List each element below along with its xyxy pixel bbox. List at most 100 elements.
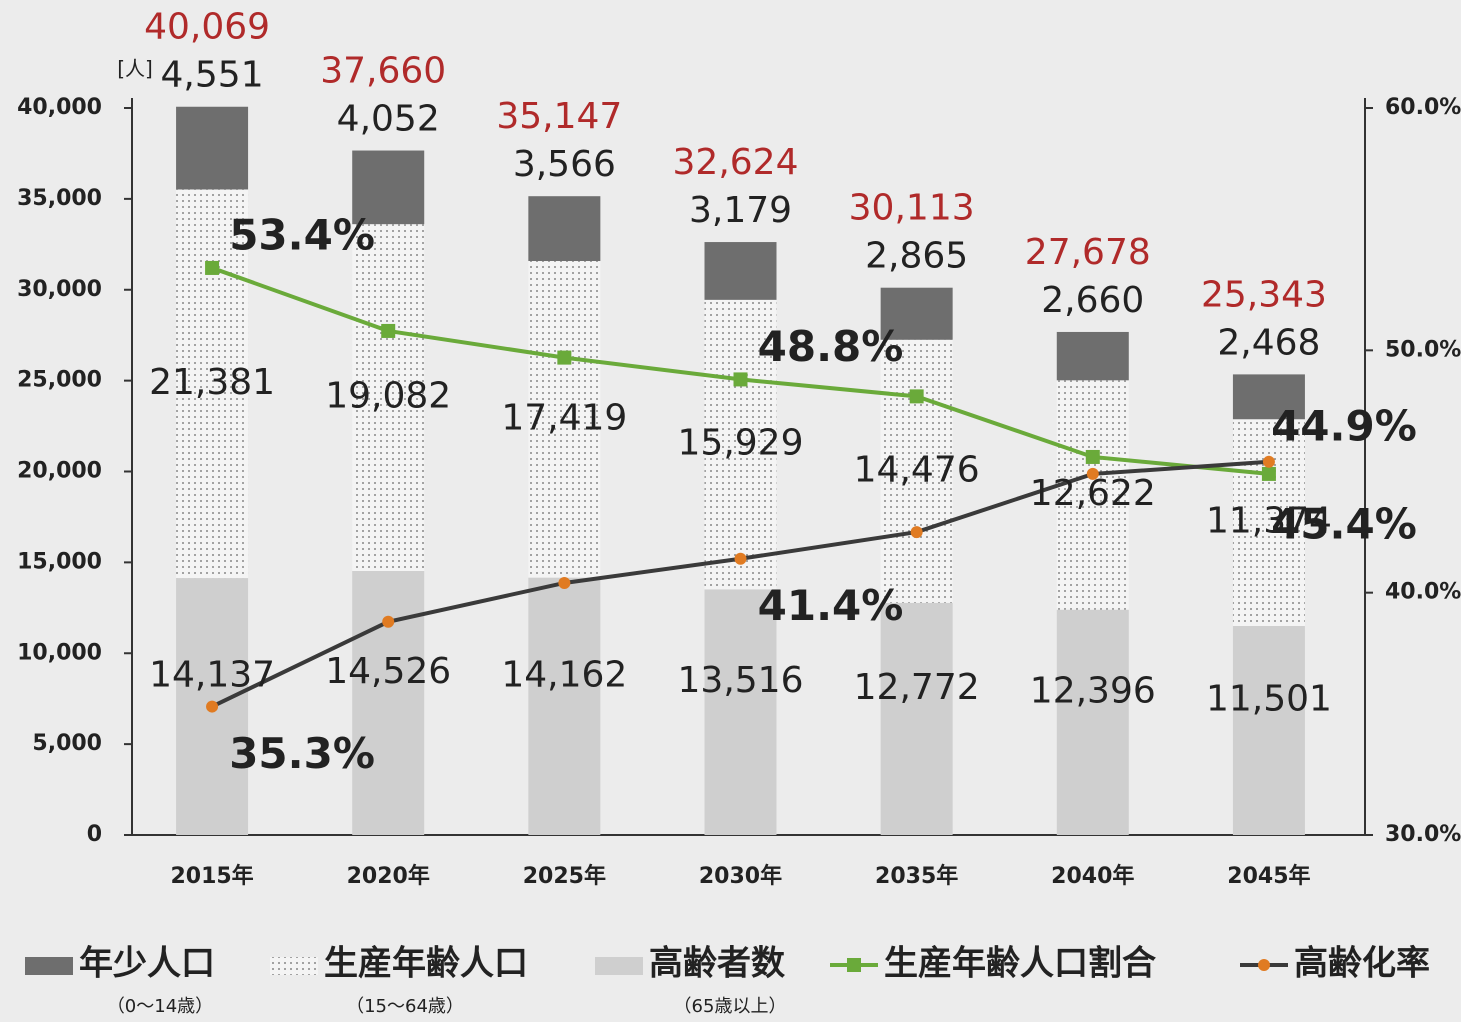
total-label: 25,343 — [1201, 274, 1327, 315]
bar-segment — [1232, 625, 1305, 835]
x-tick-label: 2045年 — [1227, 863, 1310, 889]
legend-note: （15～64歳） — [346, 996, 464, 1017]
bar-segment — [176, 106, 249, 190]
y-tick-label: 10,000 — [17, 640, 102, 665]
y-tick-label: 25,000 — [17, 368, 102, 393]
bar-segment — [1056, 380, 1129, 610]
bar-segment — [704, 299, 777, 590]
line-marker — [1262, 455, 1275, 468]
legend-label: 年少人口 — [79, 944, 215, 984]
total-label: 30,113 — [849, 188, 975, 229]
line-value-label: 45.4% — [1271, 499, 1417, 548]
y-tick-label: 35,000 — [17, 186, 102, 211]
line-marker — [734, 552, 747, 565]
line-marker — [1085, 449, 1100, 464]
legend-label: 高齢者数 — [649, 944, 785, 984]
y-tick-label: 20,000 — [17, 459, 102, 484]
line-marker — [909, 389, 924, 404]
bar-segment — [880, 287, 953, 340]
line-marker — [1261, 466, 1276, 481]
total-label: 37,660 — [320, 51, 446, 92]
total-label: 32,624 — [673, 142, 799, 183]
bar-value-label: 3,179 — [689, 190, 792, 231]
bar-segment — [880, 339, 953, 603]
bar-segment — [176, 189, 249, 579]
bar-segment — [1056, 609, 1129, 835]
bar-segment — [704, 589, 777, 835]
unit-label: [人] — [117, 57, 153, 81]
line-value-label: 41.4% — [758, 581, 904, 630]
bar-value-label: 11,374 — [1206, 501, 1332, 542]
bar-value-label: 11,501 — [1206, 678, 1332, 719]
line-marker — [382, 615, 395, 628]
bar-value-label: 14,162 — [501, 654, 627, 695]
line-marker — [381, 323, 396, 338]
bar-value-label: 12,396 — [1030, 670, 1156, 711]
bar-segment — [352, 224, 425, 571]
x-tick-label: 2040年 — [1051, 863, 1134, 889]
bar-segment — [528, 261, 601, 578]
line-marker — [558, 576, 571, 589]
bar-value-label: 17,419 — [501, 397, 627, 438]
bar-value-label: 2,660 — [1041, 280, 1144, 321]
line-marker — [910, 526, 923, 539]
y-tick-label: 0 — [87, 822, 102, 847]
bar-value-label: 19,082 — [325, 376, 451, 417]
line-value-label: 53.4% — [229, 210, 375, 259]
legend-label: 生産年齢人口割合 — [884, 944, 1156, 984]
bar-value-label: 2,468 — [1217, 322, 1320, 363]
y-tick-label: 5,000 — [32, 731, 102, 756]
line-value-label: 35.3% — [229, 729, 375, 778]
x-tick-label: 2030年 — [699, 863, 782, 889]
line-marker — [206, 700, 219, 713]
bar-value-label: 14,526 — [325, 651, 451, 692]
y2-tick-label: 30.0% — [1385, 822, 1461, 847]
y-tick-label: 15,000 — [17, 549, 102, 574]
bar-segment — [528, 577, 601, 835]
x-tick-label: 2025年 — [523, 863, 606, 889]
legend-swatch — [595, 957, 643, 975]
y2-tick-label: 40.0% — [1385, 580, 1461, 605]
bar-value-label: 14,137 — [149, 655, 275, 696]
bar-value-label: 13,516 — [678, 660, 804, 701]
bar-value-label: 4,052 — [337, 99, 440, 140]
legend-note: （65歳以上） — [674, 996, 787, 1017]
legend-swatch — [270, 957, 318, 975]
bar-segment — [528, 196, 601, 262]
legend-note: （0～14歳） — [107, 996, 213, 1017]
legend-swatch — [25, 957, 73, 975]
bar-value-label: 3,566 — [513, 144, 616, 185]
bar-segment — [352, 570, 425, 835]
line-marker — [1086, 467, 1099, 480]
bar-value-label: 21,381 — [149, 362, 275, 403]
x-tick-label: 2015年 — [170, 863, 253, 889]
total-label: 35,147 — [496, 96, 622, 137]
y-tick-label: 30,000 — [17, 277, 102, 302]
x-tick-label: 2035年 — [875, 863, 958, 889]
bar-value-label: 14,476 — [854, 449, 980, 490]
bar-segment — [704, 242, 777, 300]
bar-segment — [352, 150, 425, 225]
x-tick-label: 2020年 — [347, 863, 430, 889]
bar-value-label: 12,772 — [854, 667, 980, 708]
y2-tick-label: 60.0% — [1385, 95, 1461, 120]
total-label: 27,678 — [1025, 232, 1151, 273]
y2-tick-label: 50.0% — [1385, 337, 1461, 362]
y-tick-label: 40,000 — [17, 95, 102, 120]
total-label: 40,069 — [144, 7, 270, 48]
legend-swatch — [847, 958, 861, 972]
legend-swatch — [1258, 959, 1270, 971]
bar-value-label: 4,551 — [161, 55, 264, 96]
bar-value-label: 15,929 — [678, 423, 804, 464]
bar-segment — [880, 602, 953, 835]
line-value-label: 48.8% — [758, 322, 904, 371]
legend-label: 生産年齢人口 — [324, 944, 528, 984]
bar-value-label: 12,622 — [1030, 473, 1156, 514]
line-marker — [557, 350, 572, 365]
bar-segment — [1056, 331, 1129, 381]
bar-segment — [1232, 419, 1305, 626]
line-marker — [205, 260, 220, 275]
bar-value-label: 2,865 — [865, 236, 968, 277]
legend-label: 高齢化率 — [1294, 944, 1430, 984]
